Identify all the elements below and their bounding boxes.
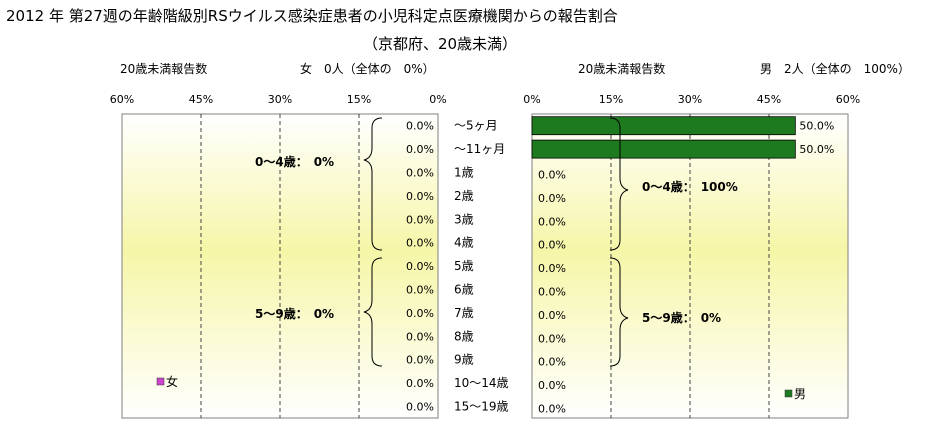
male-value-label: 0.0% <box>538 192 566 205</box>
female-value-label: 0.0% <box>406 213 434 226</box>
female-legend-label: 女 <box>166 374 178 389</box>
female-bracket-5-9 <box>363 257 383 367</box>
male-bar <box>531 139 796 159</box>
female-value-labels: 0.0% 0.0% 0.0% 0.0% 0.0% 0.0% 0.0% 0.0% 0.0% 0.0%… <box>406 120 434 414</box>
male-bracket-0-4 <box>609 117 629 251</box>
category-label: 7歳 <box>454 306 474 320</box>
female-value-label: 0.0% <box>406 354 434 367</box>
female-legend-swatch <box>156 377 165 386</box>
male-value-label: 0.0% <box>538 356 566 369</box>
female-value-label: 0.0% <box>406 307 434 320</box>
male-value-label: 0.0% <box>538 169 566 182</box>
female-legend: 女 <box>156 374 178 389</box>
category-label: 4歳 <box>454 236 474 250</box>
male-bar <box>531 116 796 136</box>
category-label: 15～19歳 <box>454 400 509 414</box>
male-tick-label: 0% <box>523 93 540 106</box>
female-value-label: 0.0% <box>406 190 434 203</box>
male-legend-swatch <box>784 389 793 398</box>
male-value-label: 50.0% <box>799 143 834 156</box>
category-label: 2歳 <box>454 189 474 203</box>
chart-title: 2012 年 第27週の年齢階級別RSウイルス感染症患者の小児科定点医療機関から… <box>6 7 618 25</box>
female-value-label: 0.0% <box>406 143 434 156</box>
male-bracket-5-9 <box>609 257 629 367</box>
male-value-labels: 50.0% 50.0% 0.0% 0.0% 0.0% 0.0% 0.0% 0.0% 0.0% 0.… <box>538 120 834 416</box>
male-tick-label: 45% <box>757 93 781 106</box>
female-value-label: 0.0% <box>406 237 434 250</box>
female-brackets <box>363 117 383 367</box>
male-tick-label: 15% <box>599 93 623 106</box>
male-value-label: 0.0% <box>538 215 566 228</box>
male-value-label: 50.0% <box>799 120 834 133</box>
male-value-label: 0.0% <box>538 262 566 275</box>
female-value-label: 0.0% <box>406 330 434 343</box>
male-bars <box>531 116 796 159</box>
female-value-label: 0.0% <box>406 401 434 414</box>
female-value-label: 0.0% <box>406 120 434 133</box>
male-brackets <box>609 117 629 367</box>
female-value-label: 0.0% <box>406 260 434 273</box>
male-value-label: 0.0% <box>538 309 566 322</box>
category-label: 3歳 <box>454 212 474 226</box>
category-label: ～11ヶ月 <box>454 142 505 156</box>
male-header-right: 男 2人（全体の 100%） <box>760 61 910 76</box>
category-label: 9歳 <box>454 353 474 367</box>
male-tick-labels: 0% 15% 30% 45% 60% <box>523 93 860 106</box>
female-value-label: 0.0% <box>406 284 434 297</box>
male-header-left: 20歳未満報告数 <box>578 61 665 76</box>
female-group-label-5-9: 5～9歳： 0% <box>255 306 334 321</box>
male-value-label: 0.0% <box>538 332 566 345</box>
female-tick-label: 30% <box>268 93 292 106</box>
female-tick-label: 15% <box>347 93 371 106</box>
male-tick-label: 60% <box>836 93 860 106</box>
chart-subtitle: （京都府、20歳未満） <box>363 35 517 53</box>
male-tick-label: 30% <box>678 93 702 106</box>
male-value-label: 0.0% <box>538 403 566 416</box>
category-label: 1歳 <box>454 166 474 180</box>
category-label: 6歳 <box>454 283 474 297</box>
category-label: 8歳 <box>454 329 474 343</box>
male-value-label: 0.0% <box>538 379 566 392</box>
female-tick-label: 60% <box>110 93 134 106</box>
male-legend: 男 <box>784 387 806 401</box>
female-value-label: 0.0% <box>406 167 434 180</box>
male-group-label-5-9: 5～9歳： 0% <box>642 310 721 325</box>
category-label: 10～14歳 <box>454 376 509 390</box>
female-header-left: 20歳未満報告数 <box>120 61 207 76</box>
category-label: 5歳 <box>454 259 474 273</box>
male-value-label: 0.0% <box>538 286 566 299</box>
female-header-right: 女 0人（全体の 0%） <box>300 61 435 76</box>
category-labels: ～5ヶ月 ～11ヶ月 1歳 2歳 3歳 4歳 5歳 6歳 7歳 8歳 9歳 10～14歳 15～19歳 <box>454 119 509 414</box>
female-group-label-0-4: 0～4歳： 0% <box>255 154 334 169</box>
female-bracket-0-4 <box>363 117 383 251</box>
female-tick-label: 0% <box>429 93 446 106</box>
male-gridlines <box>610 114 770 419</box>
male-group-label-0-4: 0～4歳： 100% <box>642 179 738 194</box>
category-label: ～5ヶ月 <box>454 119 498 133</box>
male-value-label: 0.0% <box>538 239 566 252</box>
female-tick-label: 45% <box>189 93 213 106</box>
male-legend-label: 男 <box>794 387 806 401</box>
female-tick-labels: 60% 45% 30% 15% 0% <box>110 93 447 106</box>
female-gridlines <box>200 114 360 419</box>
female-value-label: 0.0% <box>406 377 434 390</box>
